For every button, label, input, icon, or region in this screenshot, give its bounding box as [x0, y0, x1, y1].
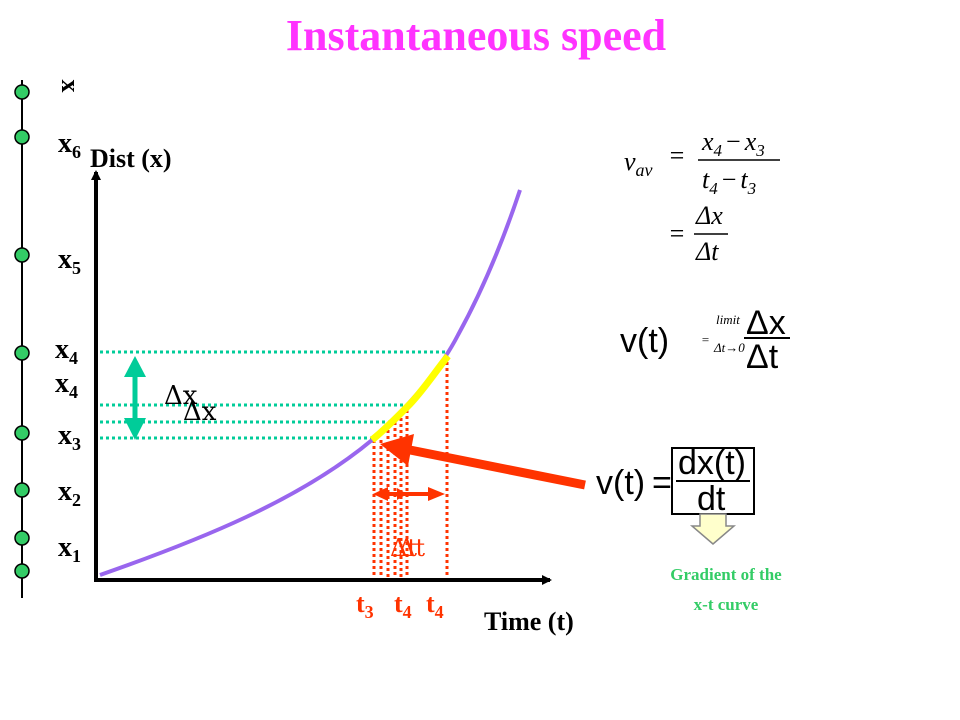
limit-cond: Δt→0 — [713, 340, 745, 355]
delta-x-label: Δx — [164, 381, 198, 411]
formula-eq2: = — [668, 219, 686, 248]
derivative-num: dx(t) — [678, 444, 746, 482]
position-point — [14, 530, 30, 546]
pointer-arrowhead — [380, 434, 414, 466]
page-title: Instantaneous speed — [286, 11, 666, 60]
delta-t-arrowhead-left — [373, 487, 388, 501]
delta-x-arrowhead-up — [124, 356, 146, 377]
caption-line-1: Gradient of the — [670, 565, 782, 584]
y-axis-label: Dist (x) — [90, 144, 172, 173]
derivative-den: dt — [697, 480, 726, 518]
delta-x-label-prime: Δx — [183, 397, 217, 427]
time-label-t4: t4 — [394, 589, 412, 622]
limit-formula: v(t) = limit Δt→0 Δx Δt — [620, 304, 790, 376]
position-point — [14, 345, 30, 361]
formula-denominator: t4− t3 — [702, 165, 756, 198]
delta-x-arrows — [124, 356, 146, 440]
graph-axes: Dist (x) Time (t) — [90, 144, 574, 636]
position-axis-label: x — [56, 80, 85, 93]
delta-t-label-prime: Δt — [398, 534, 425, 562]
position-label-x1: x1 — [58, 532, 81, 566]
position-point — [14, 247, 30, 263]
formula-eq1: = — [668, 141, 686, 170]
delta-x-arrowhead-down — [124, 418, 146, 440]
position-label-x6: x6 — [58, 128, 81, 162]
position-label-x3: x3 — [58, 420, 81, 454]
position-label-x4-prime: x4 — [55, 368, 78, 402]
formula-den2: Δt — [695, 237, 719, 266]
highlight-segment — [369, 353, 451, 443]
derivative-formula: v(t) = dx(t) dt — [596, 444, 755, 518]
average-velocity-formula: vav = x4− x3 t4− t3 = Δx Δt — [624, 127, 780, 266]
time-label-t4-far: t4 — [426, 589, 444, 622]
delta-t-arrows — [373, 487, 445, 501]
derivative-lhs: v(t) — [596, 464, 645, 502]
x-axis-label: Time (t) — [484, 607, 574, 636]
derivative-eq: = — [652, 464, 672, 502]
limit-num: Δx — [746, 304, 786, 342]
caption-line-2: x-t curve — [694, 595, 759, 614]
position-point — [14, 84, 30, 100]
limit-word: limit — [716, 312, 740, 327]
delta-t-arrowhead-small — [397, 488, 407, 500]
delta-t-arrowhead-right — [428, 487, 445, 501]
position-point — [14, 129, 30, 145]
position-label-x5: x5 — [58, 244, 81, 278]
formula-numerator: x4− x3 — [701, 127, 765, 160]
time-labels: t3 t4 t4 — [356, 589, 444, 622]
position-label-x2: x2 — [58, 476, 81, 510]
pointer-arrow-shaft — [409, 445, 586, 490]
formula-num2: Δx — [695, 201, 723, 230]
teal-guide-lines — [100, 350, 447, 440]
limit-den: Δt — [746, 338, 779, 376]
position-point — [14, 563, 30, 579]
pointer-arrow — [380, 434, 586, 490]
position-point — [14, 425, 30, 441]
position-label-x4: x4 — [55, 334, 78, 368]
down-arrow-icon — [689, 513, 737, 545]
limit-lhs: v(t) — [620, 322, 669, 360]
position-labels: x6 x5 x4 x4 x3 x2 x1 — [55, 128, 81, 566]
position-point — [14, 482, 30, 498]
delta-t-label: Δt — [390, 534, 417, 562]
time-label-t3: t3 — [356, 589, 374, 622]
formula-vav-lhs: vav — [624, 147, 653, 180]
position-line: x — [14, 80, 85, 598]
limit-eq: = — [701, 332, 710, 347]
x-t-curve — [99, 189, 522, 577]
